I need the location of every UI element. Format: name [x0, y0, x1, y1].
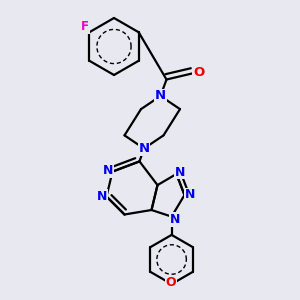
Text: N: N	[97, 190, 107, 203]
Text: N: N	[103, 164, 113, 177]
Text: N: N	[185, 188, 195, 202]
Text: N: N	[175, 166, 185, 179]
Text: N: N	[155, 89, 166, 103]
Text: O: O	[193, 66, 204, 79]
Text: N: N	[138, 142, 150, 155]
Text: O: O	[166, 276, 176, 290]
Text: N: N	[169, 213, 180, 226]
Text: F: F	[81, 20, 89, 33]
